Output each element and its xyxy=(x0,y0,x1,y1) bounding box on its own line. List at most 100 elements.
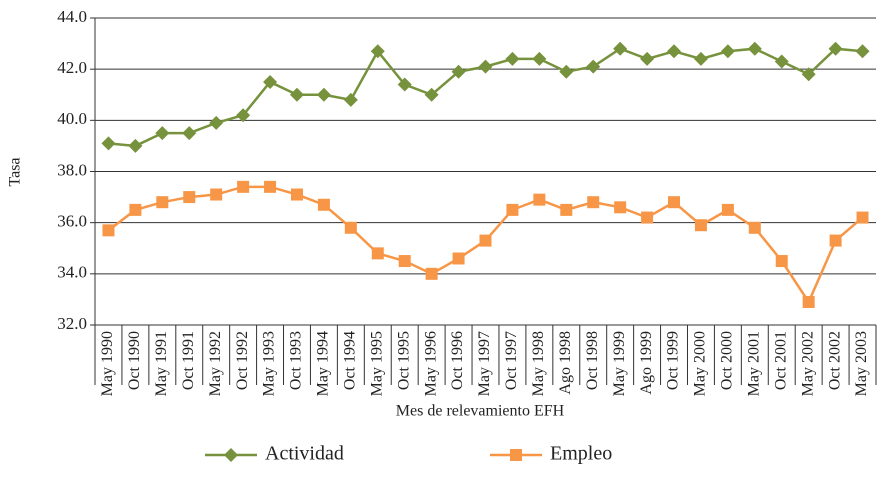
data-point xyxy=(614,201,627,214)
data-point xyxy=(559,64,574,79)
y-tick-label: 42.0 xyxy=(57,58,87,77)
data-point xyxy=(343,92,358,107)
data-point xyxy=(479,234,492,247)
data-point xyxy=(452,252,465,265)
data-point xyxy=(344,221,357,234)
data-point xyxy=(856,211,869,224)
data-point xyxy=(668,196,681,209)
data-point xyxy=(237,180,250,193)
data-point xyxy=(775,255,788,268)
x-tick-label: Oct 1991 xyxy=(180,331,197,390)
data-point xyxy=(747,41,762,56)
x-tick-label: Oct 1995 xyxy=(395,331,412,390)
x-tick-label: Oct 1990 xyxy=(126,331,143,390)
y-tick-label: 32.0 xyxy=(57,314,87,333)
data-point xyxy=(587,196,600,209)
data-point xyxy=(560,203,573,216)
x-tick-label: Oct 2000 xyxy=(719,331,736,390)
x-tick-label: May 1997 xyxy=(476,331,493,396)
data-point xyxy=(398,255,411,268)
data-point xyxy=(641,211,654,224)
x-tick-label: Oct 1993 xyxy=(288,331,305,390)
data-point xyxy=(263,74,278,89)
y-tick-label: 44.0 xyxy=(57,7,87,26)
x-tick-label: May 1994 xyxy=(315,331,332,396)
x-tick-label: May 1992 xyxy=(207,331,224,396)
data-point xyxy=(425,267,438,280)
y-tick-label: 40.0 xyxy=(57,109,87,128)
data-point xyxy=(667,44,682,59)
data-point xyxy=(101,136,116,151)
data-point xyxy=(210,188,223,201)
data-point xyxy=(397,77,412,92)
x-axis-label: Mes de relevamiento EFH xyxy=(396,403,565,420)
x-tick-label: Oct 1994 xyxy=(342,331,359,390)
data-point xyxy=(748,221,761,234)
data-point xyxy=(129,203,142,216)
legend-label: Actividad xyxy=(265,443,344,465)
y-tick-label: 34.0 xyxy=(57,263,87,282)
x-tick-label: Oct 1998 xyxy=(584,331,601,390)
data-point xyxy=(533,193,546,206)
data-point xyxy=(236,108,251,123)
data-point xyxy=(264,180,277,193)
data-point xyxy=(102,224,115,237)
legend-label: Empleo xyxy=(550,443,612,465)
x-tick-label: May 2002 xyxy=(799,331,816,396)
x-tick-label: Oct 1996 xyxy=(449,331,466,390)
x-tick-label: May 2003 xyxy=(853,331,870,396)
x-tick-label: Oct 1999 xyxy=(665,331,682,390)
data-point xyxy=(694,219,707,232)
x-tick-label: Oct 1997 xyxy=(503,331,520,390)
data-point xyxy=(128,138,143,153)
data-point xyxy=(828,41,843,56)
data-point xyxy=(156,196,169,209)
data-point xyxy=(317,198,330,211)
data-point xyxy=(183,191,196,204)
data-point xyxy=(693,51,708,66)
legend-marker xyxy=(510,449,522,461)
x-tick-label: Ago 1999 xyxy=(638,331,655,395)
data-point xyxy=(155,126,170,141)
data-point xyxy=(802,295,815,308)
x-tick-label: Oct 1992 xyxy=(234,331,251,390)
y-tick-label: 38.0 xyxy=(57,160,87,179)
data-point xyxy=(532,51,547,66)
data-point xyxy=(855,44,870,59)
data-point xyxy=(586,59,601,74)
data-point xyxy=(721,203,734,216)
data-point xyxy=(774,54,789,69)
data-point xyxy=(424,87,439,102)
x-tick-label: May 1990 xyxy=(99,331,116,396)
data-point xyxy=(801,67,816,82)
data-point xyxy=(289,87,304,102)
x-tick-label: May 1998 xyxy=(530,331,547,396)
x-tick-label: May 1996 xyxy=(422,331,439,396)
data-point xyxy=(829,234,842,247)
x-tick-label: Oct 2002 xyxy=(826,331,843,390)
data-point xyxy=(640,51,655,66)
y-axis-label: Tasa xyxy=(7,157,24,186)
data-point xyxy=(506,203,519,216)
data-point xyxy=(290,188,303,201)
x-tick-label: May 1995 xyxy=(368,331,385,396)
data-point xyxy=(613,41,628,56)
data-point xyxy=(316,87,331,102)
data-point xyxy=(478,59,493,74)
x-tick-label: May 1993 xyxy=(261,331,278,396)
data-point xyxy=(370,44,385,59)
x-tick-label: May 2001 xyxy=(745,331,762,396)
data-point xyxy=(505,51,520,66)
data-point xyxy=(371,247,384,260)
data-point xyxy=(209,115,224,130)
x-tick-label: May 1991 xyxy=(153,331,170,396)
legend: Actividad Empleo xyxy=(205,443,612,465)
data-point xyxy=(720,44,735,59)
x-tick-label: May 1999 xyxy=(611,331,628,396)
data-point xyxy=(451,64,466,79)
x-tick-label: May 2000 xyxy=(692,331,709,396)
legend-marker xyxy=(224,448,238,462)
x-tick-label: Ago 1998 xyxy=(557,331,574,395)
x-tick-label: Oct 2001 xyxy=(772,331,789,390)
